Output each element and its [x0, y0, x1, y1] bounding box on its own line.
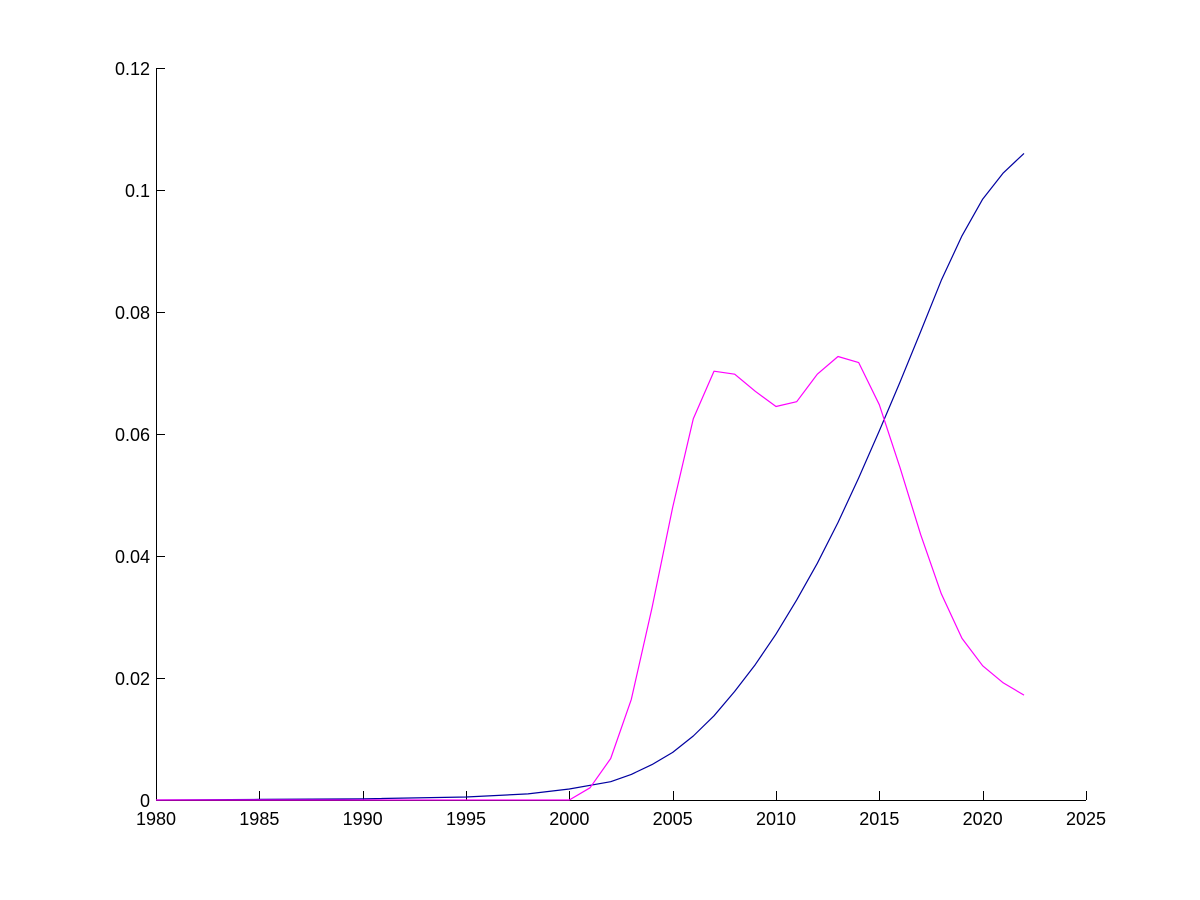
series-line-1 — [155, 152, 1025, 801]
y-tick-label: 0.08 — [115, 303, 150, 323]
y-tick-label: 0.06 — [115, 425, 150, 445]
x-tick-label: 1980 — [136, 809, 176, 829]
x-tick-label: 2015 — [859, 809, 899, 829]
x-ticks: 1980 1985 1990 1995 2000 2005 2010 2015 2020 2025 — [136, 791, 1106, 829]
y-tick-label: 0 — [140, 791, 150, 811]
x-tick-label: 1990 — [343, 809, 383, 829]
x-tick-label: 2010 — [756, 809, 796, 829]
y-tick-label: 0.1 — [125, 181, 150, 201]
series-layer — [155, 152, 1025, 801]
series-line-2 — [156, 355, 1025, 801]
x-tick-label: 2025 — [1066, 809, 1106, 829]
y-tick-label: 0.04 — [115, 547, 150, 567]
x-tick-label: 2000 — [549, 809, 589, 829]
y-ticks: 0 0.02 0.04 0.06 0.08 0.1 0.12 — [115, 59, 165, 811]
x-tick-label: 1995 — [446, 809, 486, 829]
x-tick-label: 2005 — [653, 809, 693, 829]
y-tick-label: 0.02 — [115, 669, 150, 689]
x-tick-label: 2020 — [963, 809, 1003, 829]
y-tick-label: 0.12 — [115, 59, 150, 79]
x-tick-label: 1985 — [239, 809, 279, 829]
